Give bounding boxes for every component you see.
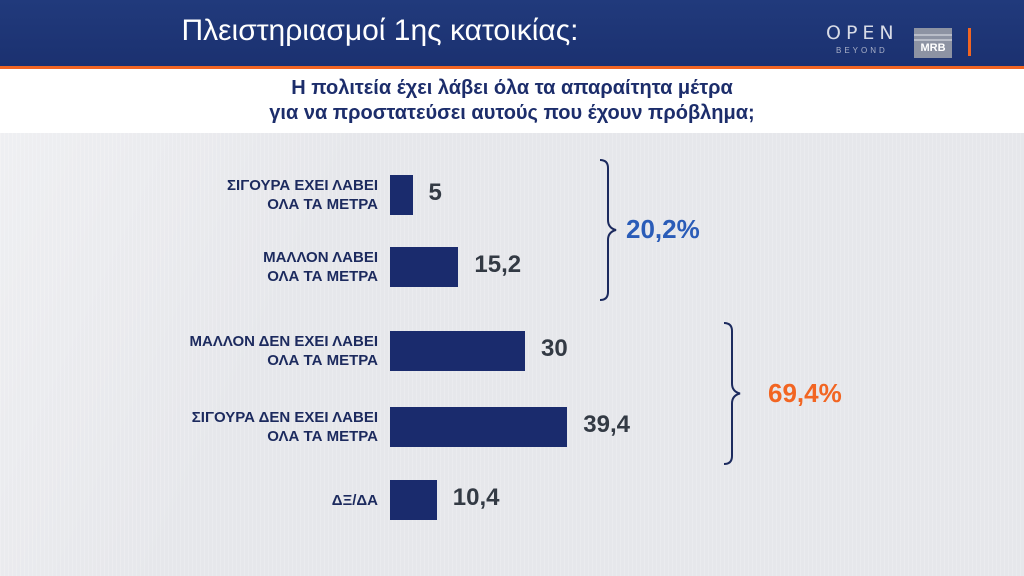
bar	[390, 407, 568, 447]
category-label: ΣΙΓΟΥΡΑ ΔΕΝ ΕΧΕΙ ΛΑΒΕΙ ΟΛΑ ΤΑ ΜΕΤΡΑ	[192, 408, 378, 446]
group-brace	[599, 159, 617, 301]
page-title: Πλειστηριασμοί 1ης κατοικίας:	[181, 14, 579, 47]
category-label-line: ΟΛΑ ΤΑ ΜΕΤΡΑ	[267, 268, 378, 285]
chart-background	[0, 133, 1024, 576]
bar-value-label: 5	[428, 179, 442, 206]
category-label-line: ΟΛΑ ΤΑ ΜΕΤΡΑ	[267, 196, 378, 213]
category-label: ΜΑΛΛΟΝ ΔΕΝ ΕΧΕΙ ΛΑΒΕΙ ΟΛΑ ΤΑ ΜΕΤΡΑ	[190, 332, 378, 370]
group-brace	[723, 322, 741, 465]
bar-value-label: 30	[541, 335, 568, 362]
bar-value-label: 39,4	[583, 411, 631, 438]
category-label: ΣΙΓΟΥΡΑ ΕΧΕΙ ΛΑΒΕΙ ΟΛΑ ΤΑ ΜΕΤΡΑ	[227, 176, 378, 214]
bar	[390, 175, 413, 215]
question-panel: Η πολιτεία έχει λάβει όλα τα απαραίτητα …	[0, 69, 1024, 133]
category-label-line: ΟΛΑ ΤΑ ΜΕΤΡΑ	[267, 428, 378, 445]
question-line-2: για να προστατεύσει αυτούς που έχουν πρό…	[269, 102, 755, 124]
bar-value-label: 15,2	[474, 251, 522, 278]
header-bar	[0, 0, 1024, 66]
group-total-label: 20,2%	[626, 214, 700, 244]
logo-divider	[968, 28, 971, 56]
bar	[390, 480, 437, 520]
mrb-logo: MRB	[914, 28, 952, 58]
header-accent-line	[0, 66, 1024, 69]
category-label-line: ΔΞ/ΔΑ	[331, 491, 378, 509]
category-label: ΔΞ/ΔΑ	[332, 491, 378, 510]
category-label: ΜΑΛΛΟΝ ΛΑΒΕΙ ΟΛΑ ΤΑ ΜΕΤΡΑ	[263, 248, 378, 286]
group-total-label: 69,4%	[768, 377, 842, 408]
category-label-line: ΣΙΓΟΥΡΑ ΔΕΝ ΕΧΕΙ ΛΑΒΕΙ	[191, 409, 378, 426]
bar	[390, 331, 525, 371]
category-label-line: ΣΙΓΟΥΡΑ ΕΧΕΙ ΛΑΒΕΙ	[227, 177, 378, 194]
bar-value-label: 10,4	[452, 484, 500, 511]
bar	[390, 247, 459, 287]
open-logo-subtitle: BEYOND	[836, 46, 888, 55]
category-label-line: ΟΛΑ ΤΑ ΜΕΤΡΑ	[267, 352, 378, 369]
question-line-1: Η πολιτεία έχει λάβει όλα τα απαραίτητα …	[291, 77, 733, 99]
category-label-line: ΜΑΛΛΟΝ ΛΑΒΕΙ	[263, 249, 378, 266]
category-label-line: ΜΑΛΛΟΝ ΔΕΝ ΕΧΕΙ ΛΑΒΕΙ	[189, 333, 378, 350]
open-logo: OPEN	[826, 22, 899, 44]
